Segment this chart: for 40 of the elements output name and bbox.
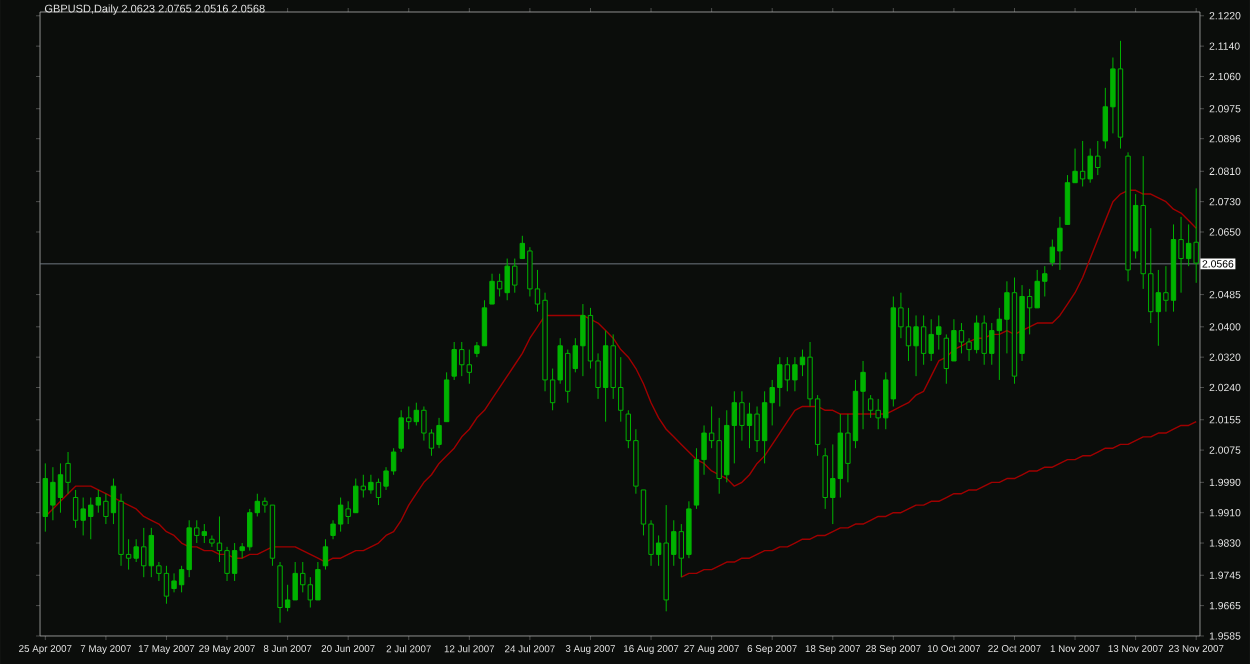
candlestick bbox=[1034, 269, 1040, 309]
candlestick bbox=[413, 402, 420, 426]
candlestick bbox=[580, 303, 586, 377]
candlestick bbox=[716, 417, 722, 495]
candlestick bbox=[951, 318, 957, 362]
candlestick bbox=[277, 561, 283, 624]
candlestick bbox=[913, 314, 919, 377]
candlestick bbox=[368, 474, 374, 495]
candlestick bbox=[224, 546, 230, 582]
candlestick bbox=[315, 561, 321, 601]
candlestick bbox=[148, 527, 155, 578]
candlestick bbox=[209, 534, 215, 548]
candlestick bbox=[1057, 216, 1063, 271]
candlestick bbox=[1193, 187, 1199, 284]
candlestick bbox=[141, 527, 147, 578]
candlestick bbox=[466, 349, 473, 385]
candlestick bbox=[88, 497, 94, 540]
candlestick bbox=[504, 258, 510, 301]
candlestick bbox=[80, 497, 86, 536]
candlestick bbox=[1117, 40, 1124, 150]
candlestick bbox=[792, 356, 798, 392]
candlestick bbox=[451, 341, 457, 381]
candlestick bbox=[1125, 151, 1131, 282]
candlestick bbox=[398, 409, 404, 453]
candlestick bbox=[928, 318, 934, 362]
candlestick bbox=[1185, 223, 1192, 267]
candlestick bbox=[171, 572, 177, 593]
candlestick bbox=[57, 462, 64, 514]
candlestick bbox=[663, 504, 669, 612]
candlestick bbox=[353, 478, 359, 514]
candlestick bbox=[746, 402, 753, 449]
candlestick bbox=[1087, 148, 1093, 184]
candlestick bbox=[133, 538, 139, 563]
candlestick bbox=[489, 273, 495, 305]
candlestick bbox=[436, 417, 442, 449]
candlestick bbox=[686, 500, 692, 559]
candlestick bbox=[42, 462, 49, 533]
candlestick bbox=[201, 523, 208, 544]
candlestick bbox=[1155, 269, 1162, 347]
candlestick bbox=[421, 405, 427, 442]
